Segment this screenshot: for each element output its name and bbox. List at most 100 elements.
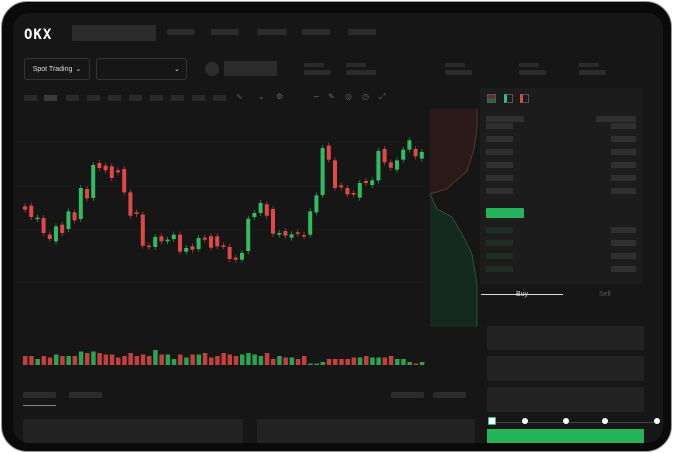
market-selector[interactable]: Spot Trading ⌄ — [24, 58, 90, 80]
slider-step[interactable] — [522, 418, 528, 424]
timeframe-button[interactable] — [192, 95, 205, 101]
bid-size — [611, 227, 636, 233]
candle — [339, 185, 344, 188]
candle — [289, 234, 294, 238]
book-view-both-icon[interactable] — [487, 94, 496, 103]
candle — [103, 165, 108, 171]
volume-bar — [66, 356, 71, 365]
stat-value — [304, 70, 331, 75]
timeframe-button[interactable] — [171, 95, 184, 101]
book-view-bids-icon[interactable] — [504, 94, 513, 103]
candle — [23, 206, 27, 210]
stat-value — [579, 70, 606, 75]
total-input[interactable] — [487, 387, 644, 412]
slider-step[interactable] — [488, 417, 496, 425]
slider-step[interactable] — [602, 418, 608, 424]
candle — [333, 160, 337, 188]
candle — [91, 165, 96, 198]
candle — [419, 152, 424, 159]
candle — [190, 246, 195, 250]
volume-bar — [364, 356, 369, 365]
bid-price — [486, 253, 513, 259]
ask-price — [486, 136, 513, 142]
tab-open-orders[interactable] — [23, 392, 56, 398]
tab-buy[interactable]: Buy — [516, 291, 529, 298]
filter-button[interactable] — [433, 392, 466, 398]
timeframe-button[interactable] — [87, 95, 100, 101]
bid-size — [611, 266, 636, 272]
ask-size — [611, 162, 636, 168]
amount-input[interactable] — [487, 356, 644, 381]
timeframe-button[interactable] — [213, 95, 226, 101]
candle — [72, 212, 77, 221]
candle — [407, 140, 412, 150]
volume-bar — [215, 356, 220, 365]
nav-item[interactable] — [211, 29, 239, 35]
pencil-icon[interactable]: ✎ — [328, 92, 335, 101]
candle — [351, 193, 356, 195]
ask-price — [486, 188, 513, 194]
buy-button[interactable] — [487, 429, 644, 443]
target-icon[interactable]: ◎ — [345, 92, 352, 101]
tab-history[interactable] — [69, 392, 102, 398]
volume-bar — [314, 363, 319, 365]
candle — [246, 218, 251, 251]
book-view-asks-icon[interactable] — [520, 94, 529, 103]
candle — [308, 211, 313, 235]
timeframe-button[interactable] — [129, 95, 142, 101]
volume-bar — [153, 350, 158, 365]
search-bar[interactable] — [72, 25, 156, 41]
clock-icon[interactable]: ◷ — [362, 92, 369, 101]
volume-bar — [178, 354, 183, 365]
ask-size — [611, 149, 636, 155]
filter-button[interactable] — [391, 392, 424, 398]
timeframe-button[interactable] — [44, 95, 57, 101]
okx-logo[interactable]: OKX — [24, 27, 53, 43]
candlestick-chart[interactable] — [13, 108, 477, 378]
candle — [97, 163, 102, 168]
candle — [240, 253, 244, 260]
tab-sell[interactable]: Sell — [599, 291, 611, 298]
candle — [109, 166, 114, 178]
nav-item[interactable] — [167, 29, 195, 35]
ask-price — [486, 149, 513, 155]
timeframe-button[interactable] — [150, 95, 163, 101]
ask-size — [611, 123, 636, 129]
pair-selector[interactable]: ⌄ — [96, 58, 187, 80]
timeframe-button[interactable] — [108, 95, 121, 101]
indicator-icon[interactable]: ∿ — [236, 92, 243, 101]
nav-item[interactable] — [257, 29, 287, 35]
ask-size — [611, 136, 636, 142]
candle — [202, 237, 207, 240]
volume-bar — [140, 354, 146, 365]
price-input[interactable] — [487, 326, 644, 350]
candle — [66, 211, 71, 229]
nav-item[interactable] — [302, 29, 330, 35]
nav-item[interactable] — [348, 29, 376, 35]
stat-label — [579, 63, 599, 67]
candle — [382, 149, 387, 163]
slider-step[interactable] — [563, 418, 569, 424]
settings-icon[interactable]: ⚙ — [276, 92, 284, 101]
slider-step[interactable] — [654, 418, 660, 424]
ask-size — [611, 188, 636, 194]
line-tool-icon[interactable]: ∼ — [313, 92, 320, 101]
timeframe-button[interactable] — [66, 95, 79, 101]
candle — [320, 148, 325, 195]
market-selector-label: Spot Trading — [32, 65, 73, 73]
bid-price — [486, 240, 513, 246]
chart-type-icon[interactable]: ⌄ — [258, 92, 265, 101]
orders-panel — [23, 419, 243, 443]
volume-bar — [289, 357, 295, 365]
timeframe-button[interactable] — [24, 95, 37, 101]
volume-bar — [419, 362, 425, 365]
volume-bar — [221, 353, 226, 365]
candle — [35, 217, 40, 220]
volume-bar — [23, 356, 28, 365]
buy-tab-underline — [481, 294, 563, 295]
volume-bar — [72, 356, 78, 365]
amount-slider-track[interactable] — [491, 422, 657, 423]
bid-depth-area — [430, 194, 477, 327]
candle — [395, 160, 399, 170]
fullscreen-icon[interactable]: ⤢ — [379, 92, 386, 101]
